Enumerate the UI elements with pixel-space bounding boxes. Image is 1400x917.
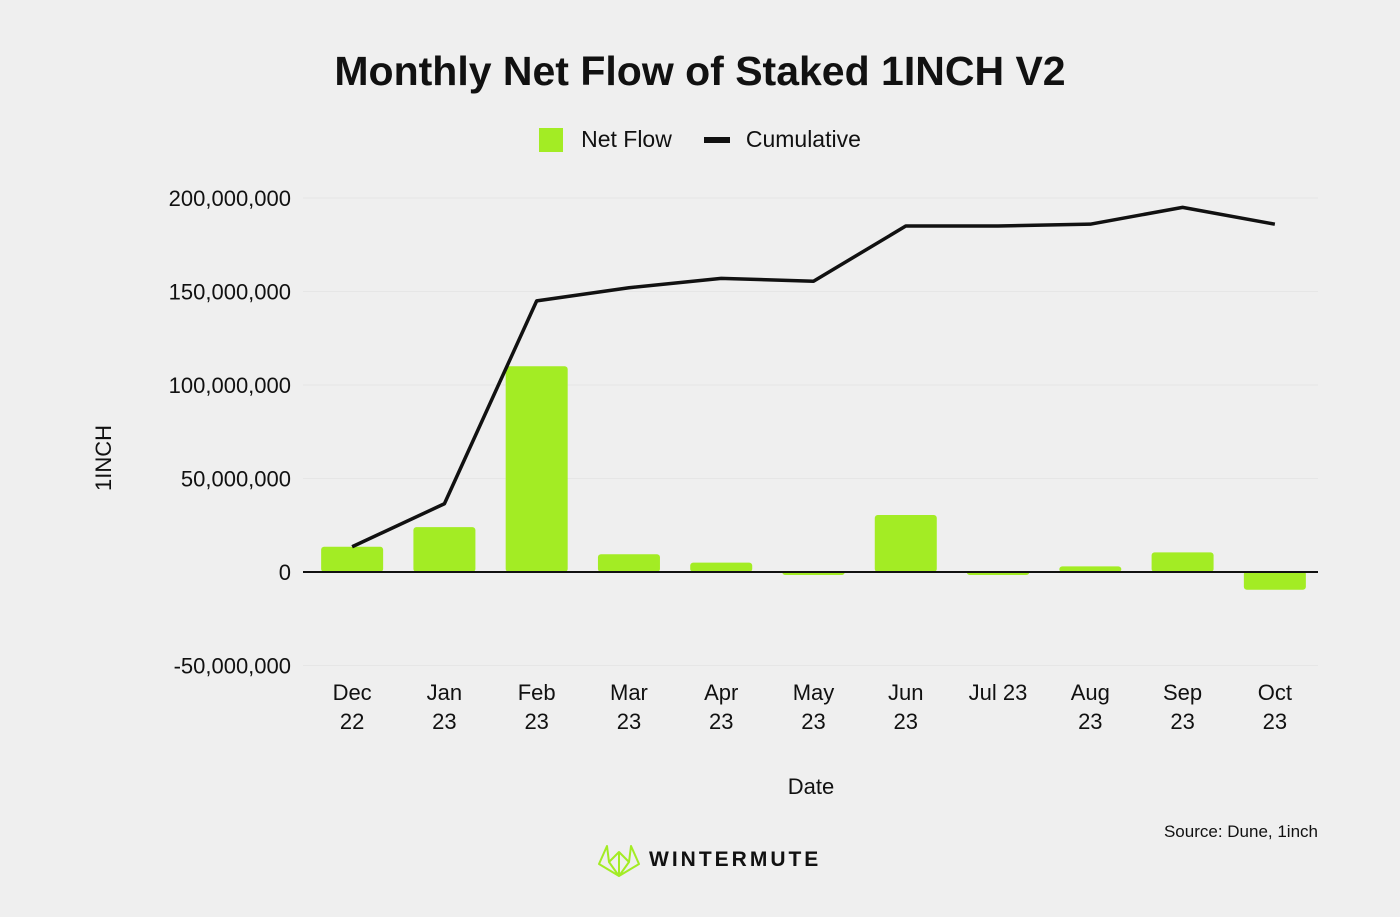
x-tick-label: Dec — [333, 680, 372, 705]
legend-swatch-line — [703, 136, 730, 143]
legend-swatch-bar — [539, 127, 564, 152]
x-tick-label: 23 — [432, 709, 456, 734]
x-tick-label: Jul 23 — [969, 680, 1028, 705]
x-tick-label: Aug — [1071, 680, 1110, 705]
x-tick-label: Oct — [1258, 680, 1292, 705]
legend-item-net-flow: Net Flow — [539, 126, 672, 153]
x-tick-label: 22 — [340, 709, 364, 734]
x-tick-label: 23 — [1263, 709, 1287, 734]
wintermute-logo-icon — [598, 845, 640, 877]
bar-net-flow — [505, 366, 568, 572]
bar-net-flow — [321, 546, 384, 572]
y-tick-label: -50,000,000 — [174, 654, 291, 679]
source-note: Source: Dune, 1inch — [1163, 822, 1318, 841]
bar-net-flow — [1059, 566, 1122, 572]
x-tick-label: Sep — [1163, 680, 1202, 705]
legend-label: Cumulative — [745, 126, 861, 152]
x-tick-label: Feb — [518, 680, 556, 705]
line-cumulative — [351, 205, 1276, 549]
x-tick-label: 23 — [709, 709, 733, 734]
y-tick-label: 50,000,000 — [181, 467, 291, 492]
x-tick-label: 23 — [1170, 709, 1194, 734]
x-tick-label: Apr — [704, 680, 738, 705]
x-tick-label: 23 — [894, 709, 918, 734]
x-tick-label: Jan — [427, 680, 462, 705]
x-tick-label: Jun — [888, 680, 923, 705]
x-tick-label: May — [793, 680, 835, 705]
chart-title: Monthly Net Flow of Staked 1INCH V2 — [334, 48, 1066, 94]
legend: Net Flow Cumulative — [0, 126, 1400, 153]
y-tick-label: 100,000,000 — [169, 373, 291, 398]
bar-net-flow — [597, 554, 660, 572]
legend-item-cumulative: Cumulative — [703, 126, 861, 153]
y-tick-label: 150,000,000 — [169, 280, 291, 305]
x-tick-label: Mar — [610, 680, 648, 705]
wintermute-logo: WINTERMUTE — [597, 842, 821, 878]
y-tick-label: 200,000,000 — [169, 186, 291, 211]
x-tick-label: 23 — [801, 709, 825, 734]
brand-name: WINTERMUTE — [649, 848, 822, 871]
x-axis-label: Date — [787, 774, 835, 799]
bar-net-flow — [874, 514, 937, 572]
bar-net-flow — [413, 527, 476, 572]
y-tick-label: 0 — [279, 560, 291, 585]
x-tick-label: 23 — [617, 709, 641, 734]
x-tick-label: 23 — [524, 709, 548, 734]
x-tick-label: 23 — [1078, 709, 1102, 734]
bar-net-flow — [1243, 571, 1306, 590]
bar-net-flow — [1151, 552, 1214, 572]
bar-net-flow — [690, 562, 753, 572]
legend-label: Net Flow — [581, 126, 672, 152]
